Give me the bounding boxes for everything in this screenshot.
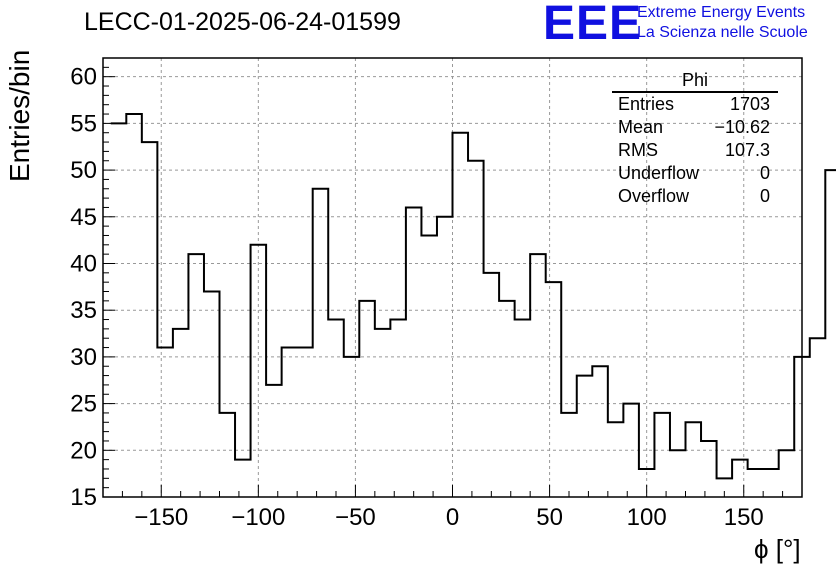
x-tick-label: −150: [134, 504, 188, 531]
y-tick-label: 60: [70, 64, 97, 91]
stats-row: Overflow 0: [612, 185, 778, 208]
stats-label: Overflow: [618, 186, 690, 206]
stats-row: Underflow 0: [612, 162, 778, 185]
y-tick-label: 20: [70, 437, 97, 464]
x-tick-label: −100: [231, 504, 285, 531]
stats-value: −10.62: [714, 117, 770, 137]
y-tick-label: 25: [70, 391, 97, 418]
stats-label: Mean: [618, 117, 664, 137]
logo-line-1: Extreme Energy Events: [637, 4, 806, 21]
stats-value: 0: [759, 163, 770, 183]
y-tick-label: 30: [70, 344, 97, 371]
x-tick-label: 100: [627, 504, 667, 531]
stats-box: Phi Entries 1703 Mean −10.62 RMS 107.3 Unde…: [612, 70, 778, 208]
x-tick-label: 50: [536, 504, 563, 531]
stats-value: 1703: [729, 94, 770, 114]
chart-title: LECC-01-2025-06-24-01599: [84, 8, 401, 36]
stats-value: 107.3: [724, 140, 770, 160]
y-axis-label: Entries/bin: [4, 49, 35, 182]
y-tick-label: 50: [70, 157, 97, 184]
y-tick-label: 15: [70, 484, 97, 511]
stats-label: Underflow: [618, 163, 700, 183]
stats-row: Mean −10.62: [612, 116, 778, 139]
y-tick-label: 55: [70, 110, 97, 137]
x-tick-label: 150: [724, 504, 764, 531]
logo-line-2: La Scienza nelle Scuole: [637, 24, 808, 41]
stats-label: RMS: [618, 140, 658, 160]
y-tick-label: 40: [70, 250, 97, 277]
stats-row: Entries 1703: [612, 93, 778, 116]
stats-row: RMS 107.3: [612, 139, 778, 162]
histogram-line: [110, 113, 836, 480]
y-tick-label: 35: [70, 297, 97, 324]
stats-value: 0: [759, 186, 770, 206]
eee-logo: EEE: [543, 0, 643, 50]
x-axis-label: ϕ [°]: [754, 534, 801, 564]
y-tick-label: 45: [70, 204, 97, 231]
stats-name: Phi: [612, 70, 778, 93]
stats-label: Entries: [618, 94, 675, 114]
x-tick-label: 0: [446, 504, 459, 531]
x-tick-label: −50: [335, 504, 376, 531]
